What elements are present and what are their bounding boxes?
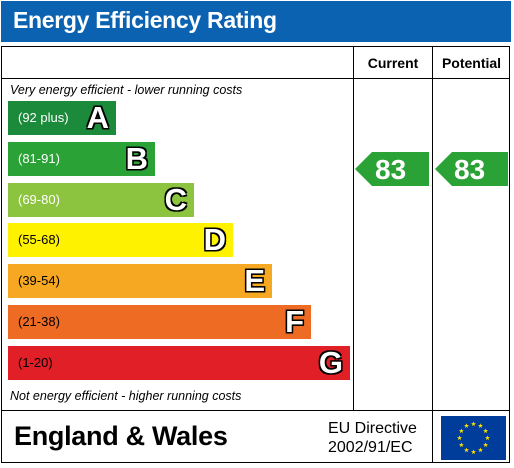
- eu-star-icon: [458, 428, 464, 434]
- potential-column-header: Potential: [441, 55, 502, 71]
- band-e: (39-54) E: [8, 263, 272, 298]
- eu-star-icon: [464, 423, 469, 428]
- eu-star-icon: [464, 447, 469, 453]
- potential-column-divider: [432, 46, 433, 411]
- band-b: (81-91) B: [8, 141, 155, 176]
- band-letter: E: [244, 263, 265, 298]
- potential-rating-value: 83: [454, 154, 486, 185]
- eu-flag-icon: [441, 416, 506, 460]
- band-letter: F: [285, 304, 304, 339]
- band-g: (1-20) G: [8, 345, 350, 380]
- footer-divider: [1, 410, 510, 411]
- band-range-label: (81-91): [18, 151, 60, 166]
- country-label: England & Wales: [14, 421, 228, 451]
- eu-star-icon: [478, 447, 483, 453]
- eu-star-icon: [478, 423, 483, 428]
- eu-star-icon: [485, 435, 490, 441]
- band-range-label: (1-20): [18, 355, 53, 370]
- band-letter: B: [125, 141, 148, 176]
- band-a: (92 plus) A: [8, 100, 116, 135]
- potential-rating-arrow: [435, 152, 508, 186]
- efficient-caption: Very energy efficient - lower running co…: [10, 83, 243, 97]
- current-rating-value: 83: [375, 154, 407, 185]
- eu-star-icon: [471, 449, 476, 455]
- inefficient-caption: Not energy efficient - higher running co…: [10, 389, 242, 403]
- band-range-label: (92 plus): [18, 110, 69, 125]
- band-range-label: (39-54): [18, 273, 60, 288]
- band-range-label: (21-38): [18, 314, 60, 329]
- band-f: (21-38) F: [8, 304, 311, 339]
- band-letter: D: [203, 222, 226, 257]
- band-c: (69-80) C: [8, 182, 194, 217]
- band-letter: A: [86, 100, 109, 135]
- current-column-divider: [353, 46, 354, 411]
- band-range-label: (55-68): [18, 232, 60, 247]
- band-letter: C: [164, 182, 187, 217]
- rating-table-frame: [1, 46, 510, 463]
- eu-directive: EU Directive 2002/91/EC: [328, 419, 417, 457]
- band-d: (55-68) D: [8, 222, 233, 257]
- eu-star-icon: [483, 428, 489, 434]
- title-bar: Energy Efficiency Rating: [1, 1, 511, 42]
- current-rating-arrow: [355, 152, 429, 186]
- directive-line-1: EU Directive: [328, 420, 417, 437]
- eu-star-icon: [457, 435, 462, 441]
- band-range-label: (69-80): [18, 192, 60, 207]
- flag-divider: [432, 410, 433, 463]
- eu-star-icon: [483, 442, 489, 448]
- current-column-header: Current: [367, 55, 419, 71]
- eu-star-icon: [458, 442, 464, 448]
- header-divider: [1, 78, 510, 79]
- page-title: Energy Efficiency Rating: [13, 7, 277, 33]
- eu-star-icon: [471, 421, 476, 427]
- directive-line-2: 2002/91/EC: [328, 439, 413, 456]
- band-letter: G: [318, 345, 343, 380]
